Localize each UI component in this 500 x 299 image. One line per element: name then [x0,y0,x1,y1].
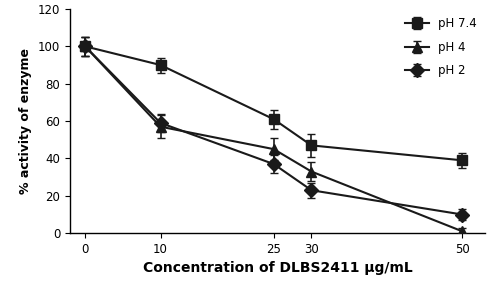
Legend: pH 7.4, pH 4, pH 2: pH 7.4, pH 4, pH 2 [400,13,481,82]
Y-axis label: % activity of enzyme: % activity of enzyme [20,48,32,194]
X-axis label: Concentration of DLBS2411 μg/mL: Concentration of DLBS2411 μg/mL [142,262,412,275]
